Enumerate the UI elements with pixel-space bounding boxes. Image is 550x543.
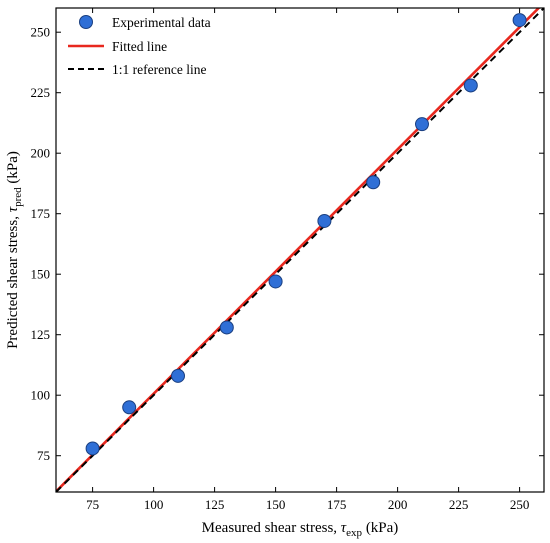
data-point	[415, 117, 429, 132]
x-tick-label: 150	[266, 497, 286, 512]
y-axis-title-suffix: (kPa)	[5, 151, 21, 187]
x-tick-label: 125	[205, 497, 225, 512]
x-tick-label: 100	[144, 497, 164, 512]
x-tick-label: 250	[510, 497, 530, 512]
legend: Experimental data Fitted line 1:1 refere…	[68, 15, 211, 77]
data-point	[219, 320, 234, 335]
legend-label-experimental: Experimental data	[112, 15, 211, 30]
y-tick-label: 125	[31, 327, 51, 342]
data-point	[512, 13, 527, 28]
y-tick-label: 225	[31, 85, 51, 100]
data-point	[85, 441, 100, 456]
legend-marker-experimental	[79, 15, 93, 29]
x-axis-title-suffix: (kPa)	[362, 520, 398, 536]
y-axis-title-prefix: Predicted shear stress,	[5, 212, 21, 349]
y-tick-label: 200	[31, 146, 51, 161]
plot-frame	[55, 7, 545, 493]
y-axis-ticks: 75 100 125 150 175 200 225 250	[31, 25, 544, 463]
x-axis-title-subscript: exp	[346, 527, 362, 539]
data-point	[171, 368, 185, 383]
legend-label-reference: 1:1 reference line	[112, 62, 206, 77]
data-point	[317, 213, 332, 228]
data-point	[463, 78, 478, 93]
reference-line	[56, 8, 544, 492]
y-axis-title-subscript: pred	[12, 187, 24, 207]
x-axis-title-prefix: Measured shear stress,	[202, 520, 341, 536]
data-point	[366, 175, 381, 190]
data-point	[122, 400, 137, 415]
y-axis-title: Predicted shear stress, τpred (kPa)	[5, 151, 24, 349]
x-axis-ticks: 75 100 125 150 175 200 225 250	[86, 8, 529, 512]
x-tick-label: 75	[86, 497, 99, 512]
x-tick-label: 200	[388, 497, 408, 512]
y-tick-label: 75	[37, 448, 50, 463]
y-tick-label: 250	[31, 25, 51, 40]
x-tick-label: 225	[449, 497, 469, 512]
data-point	[268, 274, 283, 289]
plot-points-layer	[85, 13, 527, 456]
legend-label-fitted: Fitted line	[112, 39, 167, 54]
x-tick-label: 175	[327, 497, 347, 512]
fitted-line	[56, 8, 541, 492]
x-axis-title-symbol: τ	[341, 520, 347, 536]
y-tick-label: 100	[31, 388, 51, 403]
x-axis-title: Measured shear stress, τexp (kPa)	[202, 520, 399, 539]
y-tick-label: 175	[31, 206, 51, 221]
plot-lines-layer	[56, 8, 544, 492]
y-tick-label: 150	[31, 267, 51, 282]
y-axis-title-symbol: τ	[5, 206, 21, 212]
